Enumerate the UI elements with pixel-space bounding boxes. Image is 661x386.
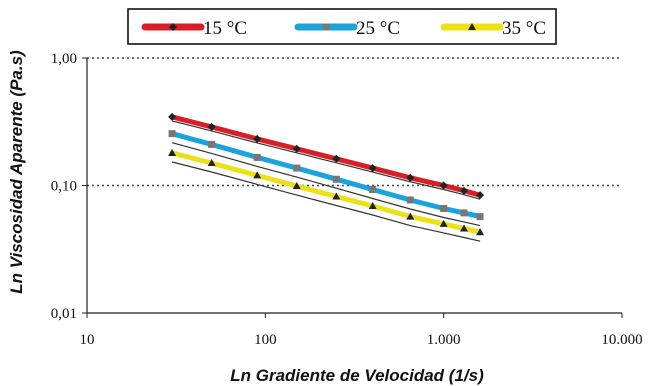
data-point (168, 148, 177, 156)
series-shadow-line (171, 120, 481, 200)
legend-label: 35 °C (502, 18, 546, 39)
data-point (253, 153, 261, 161)
data-point (406, 212, 415, 220)
data-point (168, 130, 176, 138)
series-line-25c (169, 131, 483, 220)
y-tick-label: 0,10 (51, 179, 77, 195)
data-point (332, 154, 341, 163)
data-point (332, 192, 341, 200)
series-line-35c (169, 150, 483, 235)
tick-labels: 0,01 0,10 1,00 10 100 1.000 10.000 (51, 51, 643, 348)
data-point (369, 186, 377, 194)
legend-label: 25 °C (356, 18, 400, 39)
data-point (292, 182, 301, 190)
legend-marker (322, 23, 330, 31)
data-point (253, 134, 262, 143)
x-tick-label: 10.000 (601, 332, 642, 348)
data-point (476, 191, 485, 200)
data-point (207, 159, 216, 167)
data-point (406, 196, 414, 204)
data-point (168, 112, 177, 121)
series-group (168, 112, 485, 242)
x-tick-label: 10 (80, 332, 95, 348)
axes (82, 57, 623, 318)
x-axis-title: Ln Gradiente de Velocidad (1/s) (230, 366, 484, 385)
series-shadow-line (171, 161, 481, 242)
gridlines (87, 57, 622, 187)
data-point (459, 224, 468, 232)
y-tick-label: 1,00 (51, 51, 77, 67)
data-point (292, 144, 301, 153)
data-point (476, 228, 485, 236)
y-tick-label: 0,01 (51, 306, 77, 322)
data-point (207, 122, 216, 131)
data-point (440, 205, 448, 213)
data-point (368, 164, 377, 173)
series-shadow-line (171, 142, 481, 227)
legend-marker (468, 23, 476, 30)
data-point (368, 202, 377, 210)
data-point (459, 186, 468, 195)
x-tick-label: 1.000 (427, 332, 461, 348)
data-point (253, 171, 262, 179)
legend: 15 °C 25 °C 35 °C (127, 8, 557, 45)
data-point (293, 164, 301, 172)
data-point (439, 181, 448, 190)
x-tick-label: 100 (254, 332, 277, 348)
data-point (476, 213, 484, 221)
data-point (406, 173, 415, 182)
legend-label: 15 °C (203, 18, 247, 39)
legend-marker (169, 23, 177, 31)
data-point (332, 175, 340, 183)
series-line-15c (169, 114, 483, 198)
data-point (208, 140, 216, 148)
y-axis-title: Ln Viscosidad Aparente (Pa.s) (7, 50, 26, 294)
data-point (460, 209, 468, 217)
data-point (439, 219, 448, 227)
